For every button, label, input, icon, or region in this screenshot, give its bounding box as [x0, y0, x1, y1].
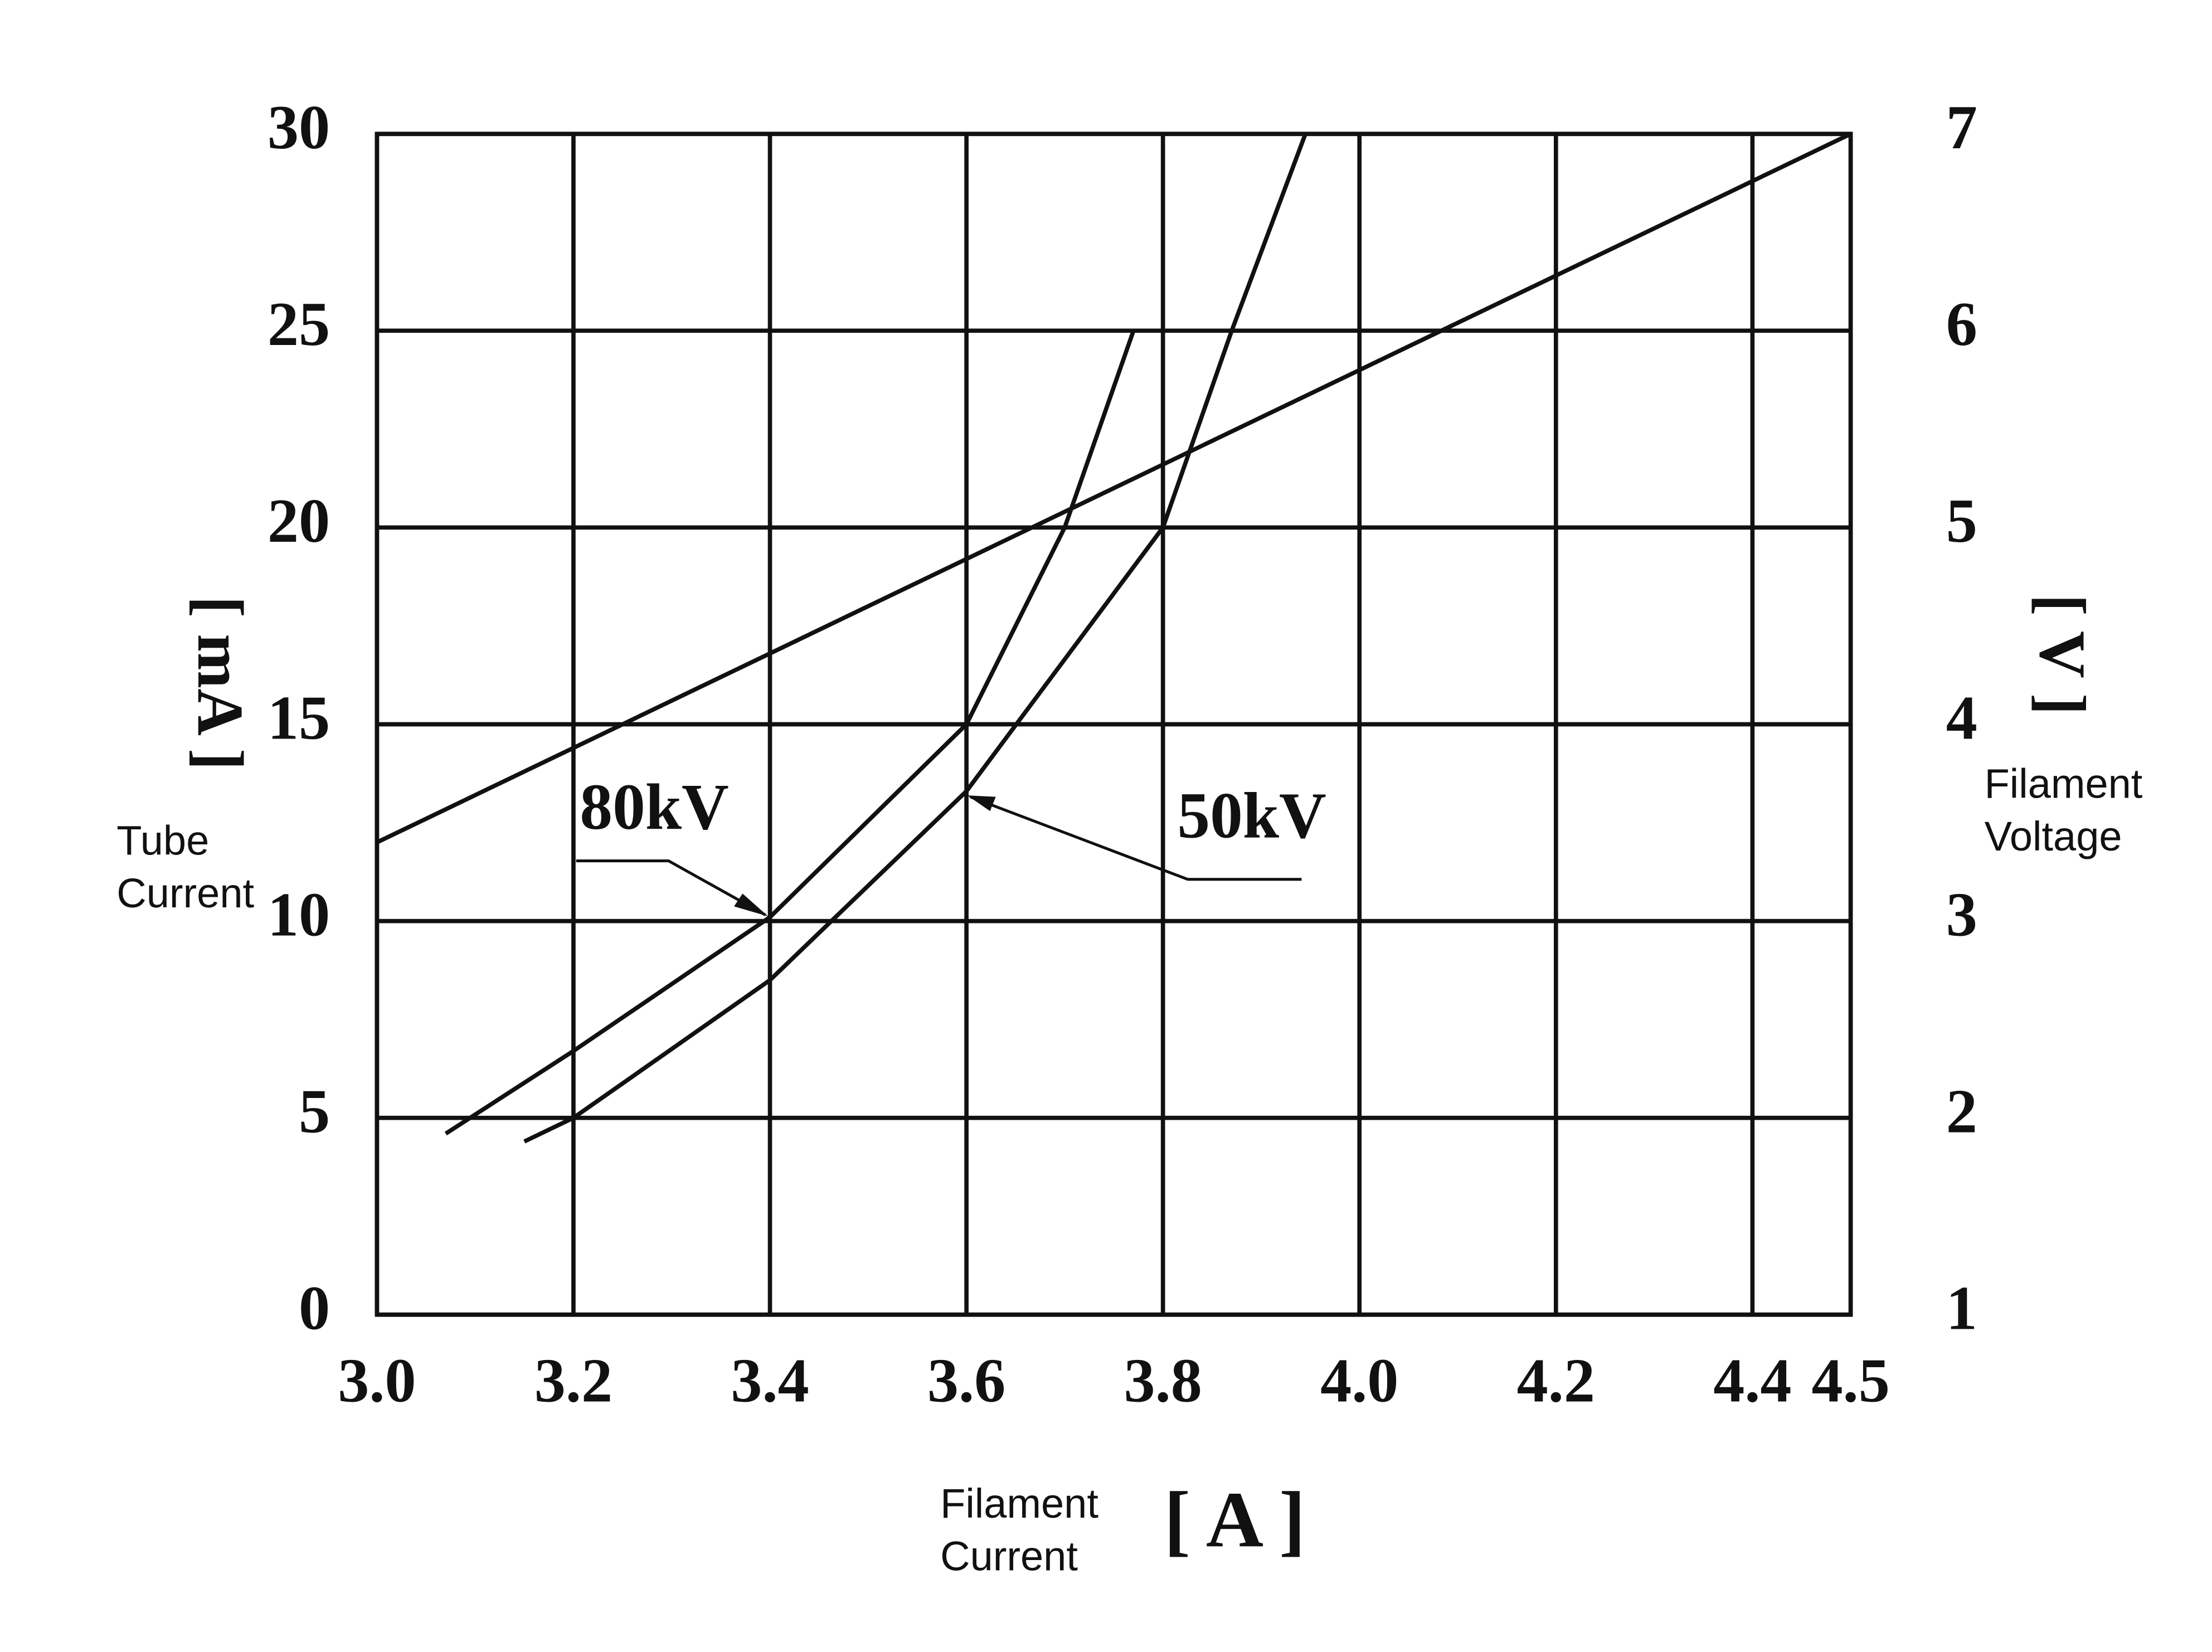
y-tick-label: 0 — [299, 1274, 330, 1343]
x-axis-label: Filament — [940, 1480, 1098, 1527]
x-tick-label: 3.2 — [534, 1347, 612, 1416]
y-tick-label: 5 — [299, 1077, 330, 1146]
series-line — [376, 132, 1852, 844]
x-tick-label: 4.4 — [1713, 1347, 1791, 1416]
y2-tick-label: 1 — [1946, 1274, 1977, 1343]
y2-axis-label: Filament — [1985, 760, 2143, 806]
x-tick-label: 3.8 — [1124, 1347, 1202, 1416]
y2-tick-label: 7 — [1946, 93, 1977, 162]
arrow-80kv — [734, 893, 769, 917]
x-tick-label: 4.2 — [1517, 1347, 1595, 1416]
y2-axis-unit: [ V ] — [2026, 594, 2098, 715]
y2-tick-label: 6 — [1946, 290, 1977, 359]
y2-tick-label: 4 — [1946, 683, 1977, 752]
x-tick-label: 3.4 — [731, 1347, 809, 1416]
x-tick-label: 3.6 — [927, 1347, 1005, 1416]
annotation-50kv: 50kV — [1177, 780, 1326, 852]
y-tick-label: 30 — [268, 93, 330, 162]
x-tick-label: 4.0 — [1320, 1347, 1398, 1416]
y-axis-label: Current — [116, 870, 254, 916]
y2-tick-label: 2 — [1946, 1077, 1977, 1146]
leader-80kv — [576, 859, 766, 916]
y-tick-label: 15 — [268, 683, 330, 752]
series-line — [523, 133, 1307, 1144]
y-tick-label: 25 — [268, 290, 330, 359]
plot-border — [375, 132, 1853, 1317]
x-tick-label: 3.0 — [338, 1347, 416, 1416]
arrow-50kv — [967, 795, 996, 812]
x-axis-unit: [ A ] — [1164, 1475, 1305, 1563]
y-axis-label: Tube — [116, 817, 209, 863]
x-axis-label: Current — [940, 1533, 1078, 1579]
x-tick-label: 4.5 — [1812, 1347, 1890, 1416]
leader-50kv — [969, 795, 1302, 881]
annotation-80kv: 80kV — [580, 771, 729, 843]
y2-tick-label: 3 — [1946, 880, 1977, 949]
y-tick-label: 10 — [268, 880, 330, 949]
series-line — [444, 330, 1136, 1136]
y2-axis-label: Voltage — [1985, 813, 2122, 859]
y2-tick-label: 5 — [1946, 487, 1977, 556]
y-axis-unit: [ mA ] — [184, 596, 256, 770]
y-tick-label: 20 — [268, 487, 330, 556]
